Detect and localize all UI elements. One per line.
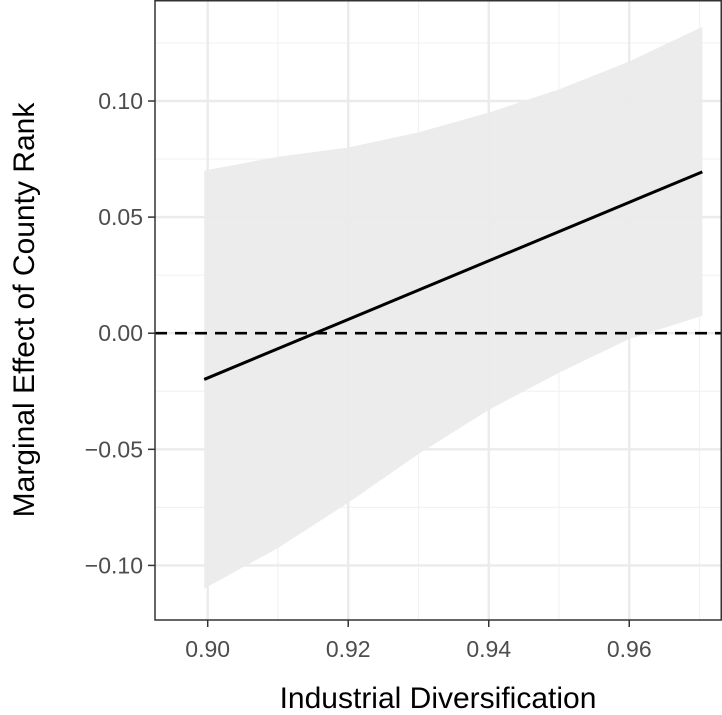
x-tick-label: 0.90 bbox=[185, 636, 230, 662]
series-lines bbox=[203, 170, 703, 381]
x-tick-label: 0.94 bbox=[466, 636, 511, 662]
y-tick-label: 0.05 bbox=[98, 204, 143, 230]
y-tick-label: 0.10 bbox=[98, 88, 143, 114]
effect-line bbox=[203, 170, 703, 381]
panel-border bbox=[154, 0, 722, 621]
x-tick-label: 0.96 bbox=[607, 636, 652, 662]
y-tick-label: −0.10 bbox=[85, 552, 143, 578]
x-axis-title: Industrial Diversification bbox=[280, 682, 597, 715]
y-axis-title: Marginal Effect of County Rank bbox=[8, 102, 41, 518]
y-axis-ticks: −0.10 −0.05 0.00 0.05 0.10 bbox=[85, 88, 155, 578]
y-tick-label: −0.05 bbox=[85, 436, 143, 462]
confidence-band bbox=[204, 26, 703, 589]
x-axis-ticks: 0.90 0.92 0.94 0.96 bbox=[185, 620, 652, 662]
x-tick-label: 0.92 bbox=[326, 636, 371, 662]
y-tick-label: 0.00 bbox=[98, 320, 143, 346]
